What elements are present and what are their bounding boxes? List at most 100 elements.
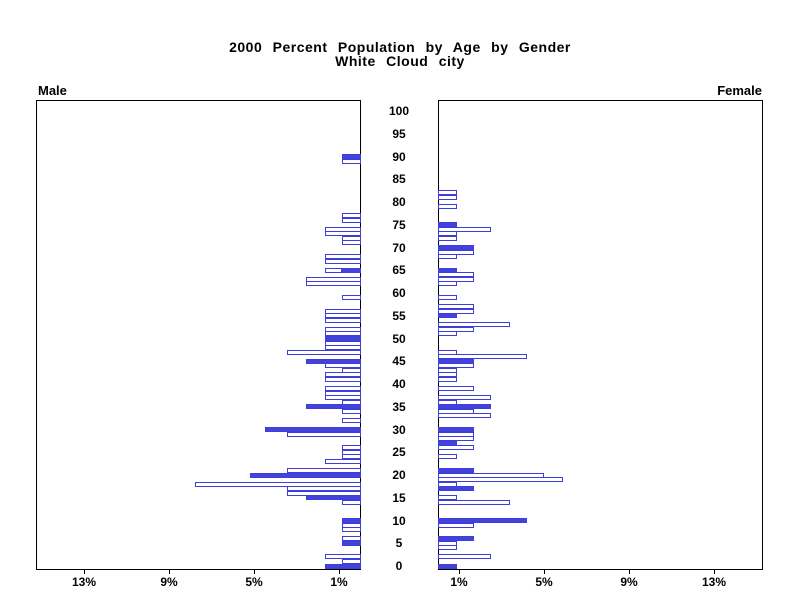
bar-female-age-75 bbox=[438, 222, 457, 227]
bar-male-age-67 bbox=[325, 259, 361, 264]
bar-male-age-50 bbox=[325, 336, 361, 341]
age-axis-label-85: 85 bbox=[392, 172, 406, 186]
age-axis-label-25: 25 bbox=[392, 445, 406, 459]
bar-female-age-44 bbox=[438, 363, 474, 368]
male-pct-tick-label-9: 9% bbox=[160, 575, 178, 589]
bar-male-age-90 bbox=[342, 154, 361, 159]
age-axis-label-70: 70 bbox=[392, 241, 406, 255]
age-axis-label-65: 65 bbox=[392, 263, 406, 277]
chart-title-block: 2000 Percent Population by Age by Gender… bbox=[0, 40, 800, 68]
bar-male-age-59 bbox=[342, 295, 361, 300]
bar-female-age-81 bbox=[438, 195, 457, 200]
age-axis-label-90: 90 bbox=[392, 150, 406, 164]
bar-female-age-68 bbox=[438, 254, 457, 259]
female-pct-tick-5 bbox=[544, 569, 545, 574]
chart-title: 2000 Percent Population by Age by Gender bbox=[229, 39, 571, 55]
bar-male-age-5 bbox=[342, 541, 361, 546]
bar-female-age-72 bbox=[438, 236, 457, 241]
age-axis-label-95: 95 bbox=[392, 127, 406, 141]
bar-male-age-21 bbox=[287, 468, 361, 473]
female-panel-label: Female bbox=[717, 83, 762, 98]
male-pct-tick-1 bbox=[339, 569, 340, 574]
age-axis-label-55: 55 bbox=[392, 309, 406, 323]
bar-male-age-6 bbox=[342, 536, 361, 541]
bar-male-age-54 bbox=[325, 318, 361, 323]
female-pct-tick-9 bbox=[629, 569, 630, 574]
bar-female-age-62 bbox=[438, 281, 457, 286]
age-axis-label-5: 5 bbox=[395, 536, 403, 550]
bar-female-age-17 bbox=[438, 486, 474, 491]
bar-male-age-37 bbox=[325, 395, 361, 400]
bar-male-age-8 bbox=[342, 527, 361, 532]
age-axis-label-50: 50 bbox=[392, 332, 406, 346]
age-axis-label-60: 60 bbox=[392, 286, 406, 300]
female-pct-tick-label-1: 1% bbox=[450, 575, 468, 589]
bar-male-age-77 bbox=[342, 213, 361, 218]
age-axis-label-0: 0 bbox=[395, 559, 403, 573]
bar-male-age-65-solid-segment bbox=[341, 268, 361, 273]
bar-female-age-51 bbox=[438, 331, 457, 336]
male-panel-label: Male bbox=[38, 83, 67, 98]
bar-male-age-62 bbox=[306, 281, 361, 286]
chart-subtitle: White Cloud city bbox=[335, 53, 465, 69]
age-axis-label-75: 75 bbox=[392, 218, 406, 232]
bar-male-age-2 bbox=[325, 554, 361, 559]
bar-male-age-15 bbox=[306, 495, 361, 500]
bar-male-age-51 bbox=[325, 331, 361, 336]
bar-female-age-39 bbox=[438, 386, 474, 391]
bar-male-age-65 bbox=[325, 268, 361, 273]
bar-male-age-30 bbox=[265, 427, 361, 432]
bar-female-age-15 bbox=[438, 495, 457, 500]
bar-male-age-35 bbox=[306, 404, 361, 409]
female-pct-tick-label-13: 13% bbox=[701, 575, 727, 589]
bar-female-age-24 bbox=[438, 454, 457, 459]
bar-male-age-89 bbox=[342, 159, 361, 164]
bar-male-age-39 bbox=[325, 386, 361, 391]
bar-female-age-55 bbox=[438, 313, 457, 318]
bar-male-age-23 bbox=[325, 459, 361, 464]
bar-male-age-34 bbox=[342, 409, 361, 414]
male-pct-tick-label-13: 13% bbox=[71, 575, 97, 589]
bar-female-age-14 bbox=[438, 500, 510, 505]
bar-female-age-41 bbox=[438, 377, 457, 382]
age-axis-label-80: 80 bbox=[392, 195, 406, 209]
bar-male-age-29 bbox=[287, 432, 361, 437]
bar-female-age-10 bbox=[438, 518, 527, 523]
female-plot-box bbox=[438, 100, 763, 570]
bar-female-age-0 bbox=[438, 564, 457, 569]
bar-female-age-70 bbox=[438, 245, 474, 250]
bar-female-age-82 bbox=[438, 190, 457, 195]
male-pct-tick-label-1: 1% bbox=[330, 575, 348, 589]
female-pct-tick-label-9: 9% bbox=[620, 575, 638, 589]
bar-female-age-35 bbox=[438, 404, 491, 409]
bar-female-age-42 bbox=[438, 372, 457, 377]
bar-female-age-19 bbox=[438, 477, 563, 482]
bar-female-age-33 bbox=[438, 413, 491, 418]
age-axis-label-40: 40 bbox=[392, 377, 406, 391]
male-pct-tick-13 bbox=[84, 569, 85, 574]
age-axis-label-20: 20 bbox=[392, 468, 406, 482]
bar-female-age-79 bbox=[438, 204, 457, 209]
age-axis-label-45: 45 bbox=[392, 354, 406, 368]
bar-female-age-6 bbox=[438, 536, 474, 541]
male-pct-tick-label-5: 5% bbox=[245, 575, 263, 589]
bar-male-age-14 bbox=[342, 500, 361, 505]
bar-male-age-73 bbox=[325, 231, 361, 236]
age-axis-label-100: 100 bbox=[388, 104, 410, 118]
age-axis-label-30: 30 bbox=[392, 423, 406, 437]
bar-male-age-18 bbox=[195, 482, 361, 487]
female-pct-tick-1 bbox=[459, 569, 460, 574]
female-pct-tick-13 bbox=[714, 569, 715, 574]
bar-female-age-2 bbox=[438, 554, 491, 559]
bar-male-age-68 bbox=[325, 254, 361, 259]
bar-female-age-37 bbox=[438, 395, 491, 400]
bar-male-age-24 bbox=[342, 454, 361, 459]
bar-male-age-17 bbox=[287, 486, 361, 491]
male-pct-tick-5 bbox=[254, 569, 255, 574]
bar-male-age-20 bbox=[250, 473, 361, 478]
bar-female-age-46 bbox=[438, 354, 527, 359]
bar-male-age-42 bbox=[325, 372, 361, 377]
bar-male-age-44 bbox=[325, 363, 361, 368]
male-pct-tick-9 bbox=[169, 569, 170, 574]
